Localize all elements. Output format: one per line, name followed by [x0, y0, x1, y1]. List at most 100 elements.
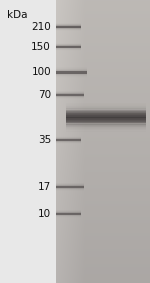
- Bar: [56, 43, 81, 45]
- Bar: [56, 91, 84, 92]
- Bar: [56, 74, 87, 76]
- Bar: [56, 138, 81, 140]
- Bar: [56, 27, 81, 28]
- Bar: [56, 137, 81, 138]
- Text: 150: 150: [31, 42, 51, 52]
- Bar: [66, 102, 146, 103]
- Bar: [56, 28, 81, 30]
- Bar: [56, 69, 87, 70]
- Bar: [56, 75, 87, 77]
- Bar: [56, 72, 87, 74]
- Bar: [56, 182, 84, 184]
- Bar: [66, 120, 146, 122]
- Bar: [56, 25, 81, 27]
- Bar: [56, 95, 84, 97]
- Bar: [56, 213, 81, 214]
- Bar: [56, 141, 81, 142]
- Bar: [56, 138, 81, 140]
- Bar: [56, 29, 81, 31]
- Bar: [56, 138, 81, 140]
- Bar: [56, 213, 81, 215]
- Bar: [56, 215, 81, 216]
- Bar: [56, 97, 84, 99]
- Bar: [56, 140, 81, 142]
- Bar: [66, 119, 146, 120]
- Bar: [56, 94, 84, 96]
- Bar: [56, 140, 81, 141]
- Bar: [56, 209, 81, 211]
- Bar: [56, 23, 81, 25]
- Bar: [66, 107, 146, 108]
- Bar: [66, 116, 146, 118]
- Bar: [56, 213, 81, 215]
- Bar: [56, 97, 84, 98]
- Bar: [56, 186, 84, 188]
- Bar: [56, 48, 81, 50]
- Bar: [66, 106, 146, 108]
- Bar: [66, 130, 146, 132]
- Bar: [66, 112, 146, 113]
- Bar: [66, 119, 146, 120]
- Text: 210: 210: [31, 22, 51, 32]
- Bar: [56, 46, 81, 48]
- Bar: [56, 184, 84, 186]
- Bar: [66, 104, 146, 105]
- Bar: [56, 74, 87, 75]
- Bar: [56, 49, 81, 51]
- Bar: [66, 113, 146, 115]
- Bar: [56, 137, 81, 139]
- Bar: [56, 185, 84, 187]
- Bar: [56, 186, 84, 187]
- Bar: [56, 183, 84, 185]
- Bar: [56, 25, 81, 27]
- Bar: [56, 136, 81, 138]
- Bar: [66, 123, 146, 124]
- Bar: [56, 46, 81, 48]
- Bar: [56, 93, 84, 95]
- Bar: [56, 214, 81, 215]
- Bar: [66, 118, 146, 119]
- Bar: [56, 93, 84, 94]
- Bar: [56, 212, 81, 214]
- Bar: [56, 211, 81, 212]
- Bar: [56, 215, 81, 216]
- Bar: [66, 129, 146, 130]
- Bar: [56, 141, 81, 143]
- Bar: [56, 67, 87, 69]
- Bar: [56, 48, 81, 50]
- Bar: [56, 96, 84, 98]
- Bar: [56, 210, 81, 211]
- Bar: [56, 138, 81, 139]
- Bar: [66, 120, 146, 121]
- Bar: [56, 188, 84, 190]
- Bar: [66, 125, 146, 127]
- Bar: [66, 127, 146, 128]
- Bar: [56, 70, 87, 72]
- Bar: [56, 190, 84, 191]
- Bar: [66, 131, 146, 132]
- Bar: [56, 48, 81, 50]
- Bar: [56, 186, 84, 188]
- Bar: [56, 136, 81, 138]
- Bar: [56, 70, 87, 71]
- Bar: [56, 67, 87, 68]
- Bar: [66, 125, 146, 126]
- Bar: [66, 130, 146, 131]
- Bar: [56, 29, 81, 31]
- Bar: [56, 92, 84, 93]
- Bar: [66, 121, 146, 122]
- Bar: [56, 184, 84, 185]
- Bar: [66, 113, 146, 114]
- Bar: [56, 186, 84, 188]
- Bar: [56, 216, 81, 218]
- Bar: [66, 116, 146, 117]
- Bar: [66, 114, 146, 115]
- Bar: [56, 189, 84, 190]
- Bar: [56, 23, 81, 24]
- Bar: [56, 91, 84, 93]
- Bar: [66, 108, 146, 109]
- Bar: [56, 212, 81, 213]
- Bar: [56, 71, 87, 74]
- Bar: [56, 26, 81, 28]
- Bar: [56, 212, 81, 214]
